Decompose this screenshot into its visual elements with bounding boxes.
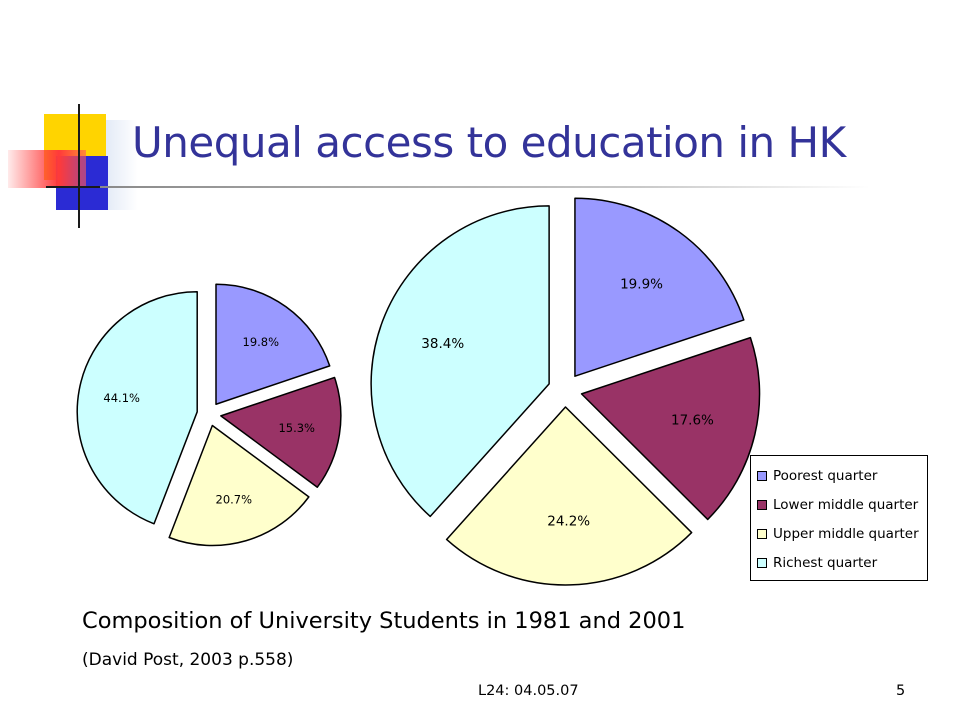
legend-item-richest-quarter: Richest quarter xyxy=(757,548,927,577)
legend-swatch-richest-quarter xyxy=(757,557,767,568)
pie-2-label-lower-middle-quarter: 17.6% xyxy=(671,413,714,429)
legend-label-upper-middle-quarter: Upper middle quarter xyxy=(773,525,919,542)
title-decoration-red-bar xyxy=(8,150,86,188)
pie-1-slice-upper-middle-quarter xyxy=(168,424,310,547)
pie-2-slice-richest-quarter xyxy=(370,205,550,518)
pie-2-slice-poorest-quarter xyxy=(574,197,745,377)
legend-label-richest-quarter: Richest quarter xyxy=(773,554,878,571)
pie-1-label-upper-middle-quarter: 20.7% xyxy=(216,492,253,506)
pie-1-slice-lower-middle-quarter xyxy=(220,376,342,488)
legend-swatch-upper-middle-quarter xyxy=(757,528,767,539)
pie-2-label-richest-quarter: 38.4% xyxy=(421,336,464,352)
title-underline xyxy=(100,186,870,188)
legend-item-upper-middle-quarter: Upper middle quarter xyxy=(757,519,927,548)
legend-item-poorest-quarter: Poorest quarter xyxy=(757,461,927,490)
pie-1-label-poorest-quarter: 19.8% xyxy=(243,335,280,349)
legend-item-lower-middle-quarter: Lower middle quarter xyxy=(757,490,927,519)
legend-label-lower-middle-quarter: Lower middle quarter xyxy=(773,496,919,513)
chart-citation: (David Post, 2003 p.558) xyxy=(82,650,294,670)
pie-2-slice-lower-middle-quarter xyxy=(580,336,761,521)
title-decoration-horizontal-line xyxy=(46,186,134,188)
footer-label: L24: 04.05.07 xyxy=(478,683,579,699)
pie-1-slice-poorest-quarter xyxy=(215,283,331,405)
page-number: 5 xyxy=(896,683,906,699)
pie-chart-1: 19.8% 15.3% 20.7% 44.1% xyxy=(76,283,342,547)
legend-label-poorest-quarter: Poorest quarter xyxy=(773,467,878,484)
legend-swatch-poorest-quarter xyxy=(757,470,767,481)
slide-title: Unequal access to education in HK xyxy=(132,118,846,167)
pie-chart-2: 19.9% 17.6% 24.2% 38.4% xyxy=(370,197,761,586)
pie-2-slice-upper-middle-quarter xyxy=(445,406,693,586)
pie-1-label-lower-middle-quarter: 15.3% xyxy=(278,421,315,435)
title-decoration-vertical-line xyxy=(78,104,80,228)
chart-caption: Composition of University Students in 19… xyxy=(82,608,686,634)
chart-legend: Poorest quarter Lower middle quarter Upper… xyxy=(750,455,928,581)
pie-1-slice-richest-quarter xyxy=(76,291,198,525)
pie-2-label-poorest-quarter: 19.9% xyxy=(620,277,663,293)
pie-2-label-upper-middle-quarter: 24.2% xyxy=(547,514,590,530)
legend-swatch-lower-middle-quarter xyxy=(757,499,767,510)
pie-1-label-richest-quarter: 44.1% xyxy=(103,391,140,405)
